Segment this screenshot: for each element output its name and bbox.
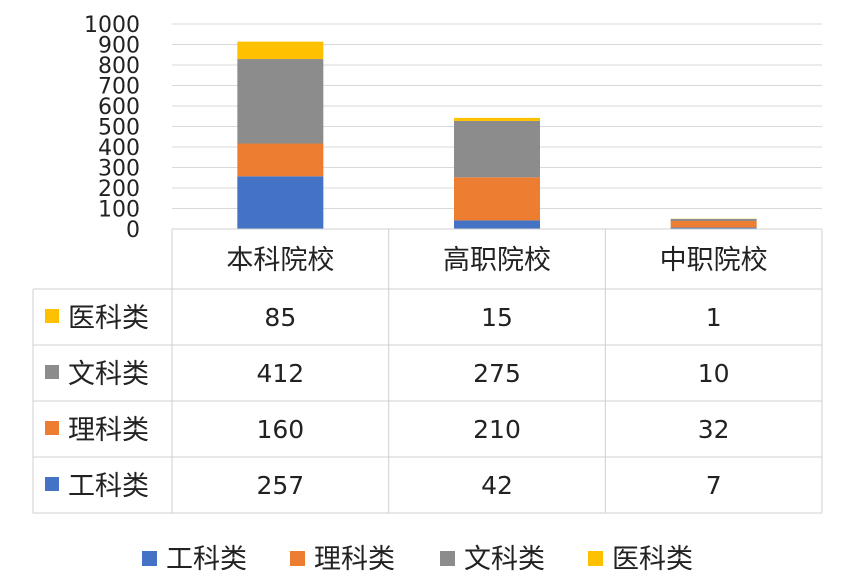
y-tick-label: 600 [98,95,140,120]
bar-segment [237,176,324,229]
y-tick-label: 500 [98,116,140,141]
data-label: 15 [481,303,513,332]
data-label: 160 [256,415,304,444]
row-legend-key [45,309,59,323]
row-label: 理科类 [68,415,149,446]
bar-segment [670,227,757,229]
data-label: 257 [256,471,304,500]
bars [237,41,757,229]
legend-swatch [588,551,603,566]
bar-segment [237,59,324,144]
data-label: 7 [706,471,722,500]
data-label: 42 [481,471,513,500]
y-tick-label: 100 [98,198,140,223]
row-legend-key [45,365,59,379]
y-tick-label: 800 [98,54,140,79]
bar-segment [454,177,540,221]
bar-segment [454,120,540,178]
row-legend-key [45,477,59,491]
legend-label: 文科类 [464,544,545,575]
row-label: 医科类 [68,303,149,334]
legend-swatch [440,551,455,566]
y-tick-label: 700 [98,75,140,100]
bar-segment [454,117,540,121]
data-label: 412 [256,359,304,388]
legend-label: 工科类 [166,544,247,575]
y-tick-label: 400 [98,136,140,161]
data-label: 85 [264,303,296,332]
y-tick-label: 900 [98,34,140,59]
data-label: 32 [698,415,730,444]
legend: 工科类 理科类 文科类 医科类 [142,544,693,575]
bar-segment [454,220,540,229]
data-label: 210 [473,415,521,444]
legend-label: 理科类 [314,544,395,575]
data-label: 275 [473,359,521,388]
row-label: 工科类 [68,471,149,502]
bar-segment [670,218,757,222]
bar-segment [237,41,324,60]
y-tick-label: 200 [98,177,140,202]
data-label: 10 [698,359,730,388]
row-legend-key [45,421,59,435]
category-label: 高职院校 [443,245,551,276]
data-label: 1 [706,303,722,332]
y-tick-label: 0 [126,218,140,243]
bar-segment [670,221,757,228]
legend-swatch [290,551,305,566]
row-label: 文科类 [68,359,149,390]
legend-swatch [142,551,157,566]
y-tick-label: 300 [98,157,140,182]
legend-label: 医科类 [612,544,693,575]
category-label: 中职院校 [660,245,768,276]
category-label: 本科院校 [226,245,334,276]
bar-segment [237,143,324,177]
y-tick-label: 1000 [84,13,140,38]
